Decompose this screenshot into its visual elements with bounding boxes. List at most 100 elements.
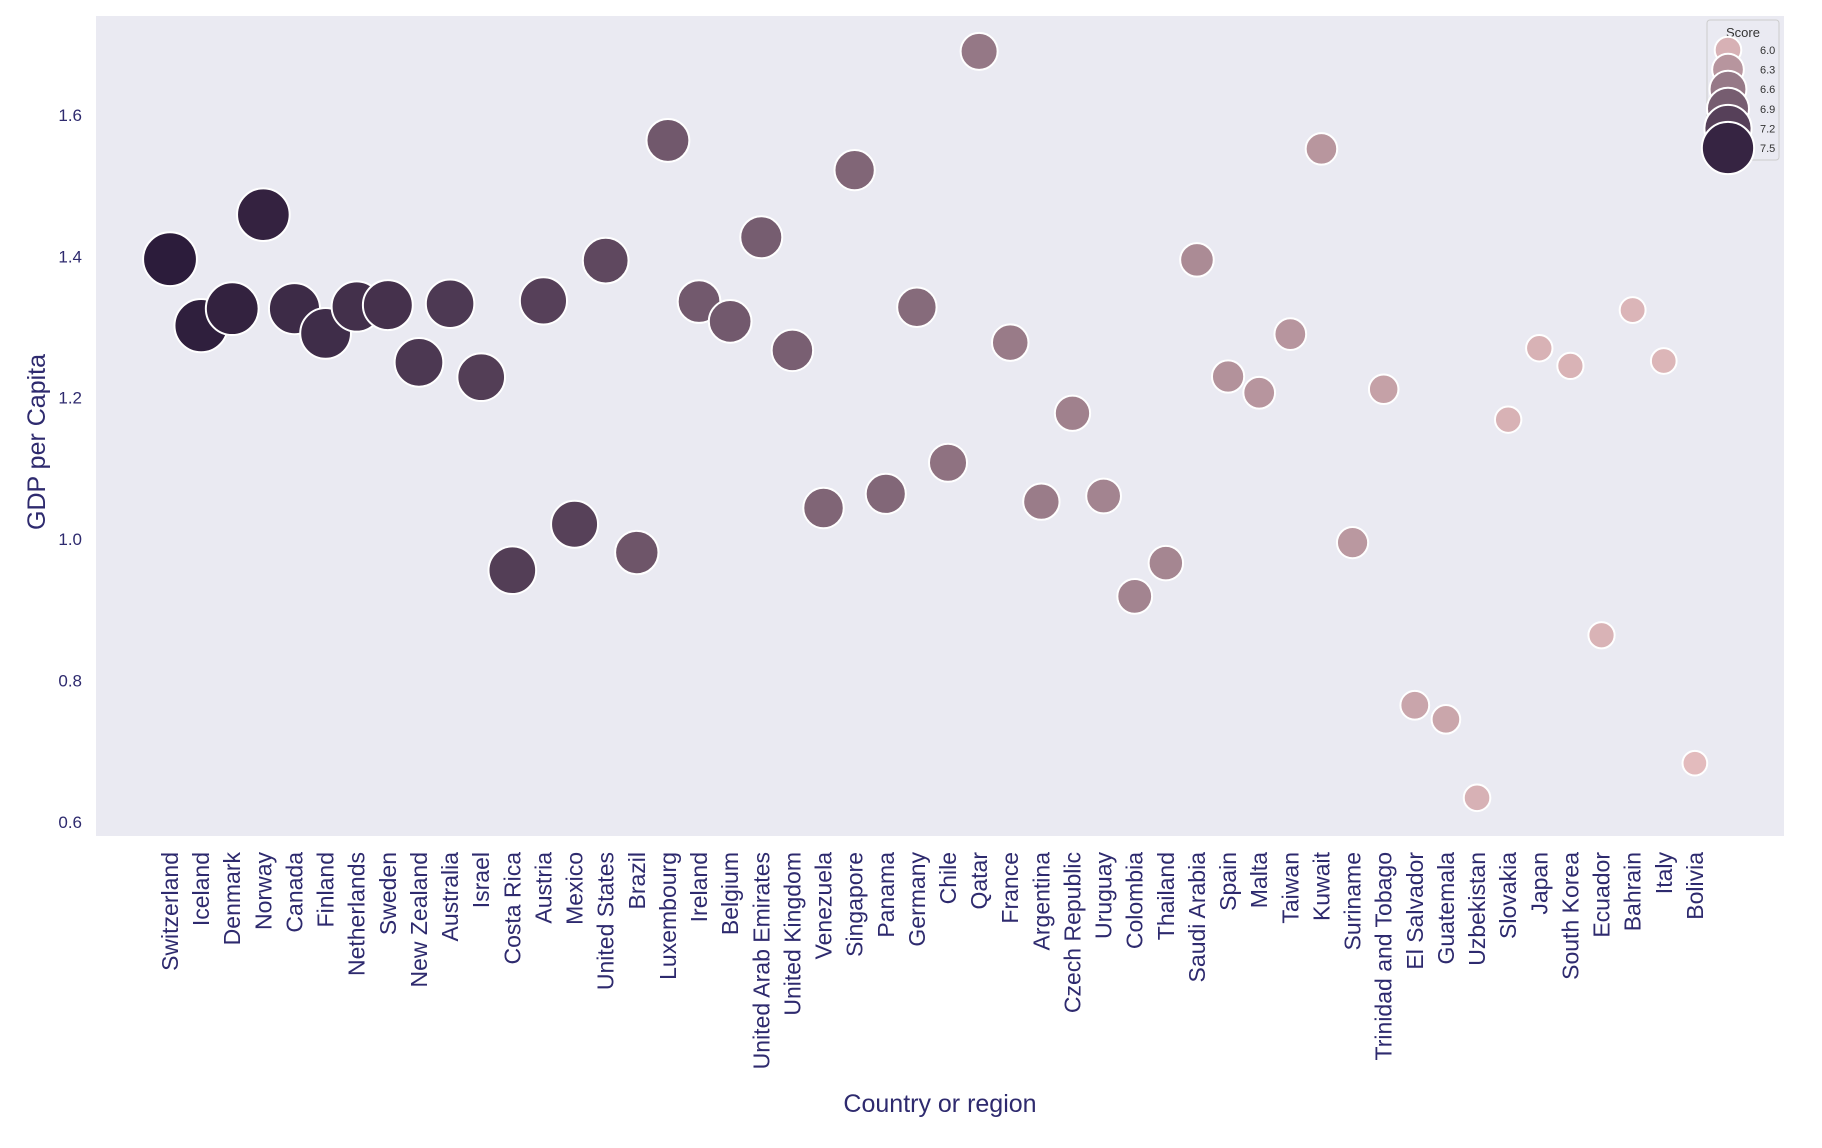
x-tick-label: United Kingdom <box>779 852 805 1016</box>
point-austria <box>518 276 569 326</box>
points-layer <box>142 31 1709 813</box>
x-tick-label: Guatemala <box>1433 852 1459 965</box>
point-uruguay <box>1085 477 1122 515</box>
x-tick-label: Brazil <box>624 852 650 910</box>
x-tick-label: Denmark <box>219 852 245 946</box>
x-tick-label: Qatar <box>966 852 992 910</box>
x-tick-label: Spain <box>1215 852 1241 911</box>
legend-label: 6.3 <box>1760 65 1775 77</box>
point-france <box>990 323 1030 362</box>
point-united-kingdom <box>770 328 815 373</box>
x-tick-label: Saudi Arabia <box>1184 852 1210 983</box>
point-slovakia <box>1493 405 1523 434</box>
legend-label: 6.9 <box>1760 104 1775 116</box>
point-malta <box>1242 375 1277 410</box>
x-tick-label: Argentina <box>1028 852 1054 951</box>
point-belgium <box>707 299 753 344</box>
point-panama <box>864 472 907 515</box>
point-bolivia <box>1681 749 1709 777</box>
point-italy <box>1649 347 1678 375</box>
point-czech-republic <box>1053 394 1092 432</box>
point-united-arab-emirates <box>739 215 784 260</box>
x-tick-label: Colombia <box>1122 852 1148 949</box>
x-tick-label: Iceland <box>188 852 214 926</box>
x-tick-label: Bahrain <box>1620 852 1646 931</box>
x-tick-label: Switzerland <box>157 852 183 971</box>
x-tick-label: New Zealand <box>406 852 432 988</box>
x-tick-label: Finland <box>313 852 339 927</box>
point-spain <box>1210 359 1246 394</box>
point-costa-rica <box>487 545 538 596</box>
x-tick-label: France <box>997 852 1023 924</box>
point-chile <box>927 442 969 483</box>
legend-entries: 6.0 6.3 6.6 6.9 7.2 7.5 <box>1700 35 1775 176</box>
x-tick-label: Uruguay <box>1091 852 1117 939</box>
legend-label: 7.2 <box>1760 123 1775 135</box>
x-tick-label: Trinidad and Tobago <box>1371 852 1397 1060</box>
y-tick-label: 1.0 <box>58 530 82 549</box>
point-bahrain <box>1618 296 1647 325</box>
legend-label: 7.5 <box>1760 143 1775 155</box>
point-guatemala <box>1430 704 1462 735</box>
x-tick-label: Czech Republic <box>1059 852 1085 1013</box>
x-tick-label: Canada <box>281 852 307 933</box>
x-tick-label: Bolivia <box>1682 852 1708 920</box>
x-tick-label: Israel <box>468 852 494 908</box>
x-tick-label: Austria <box>530 852 556 924</box>
y-tick-label: 1.4 <box>58 247 82 266</box>
point-south-korea <box>1556 351 1585 381</box>
point-colombia <box>1116 577 1154 615</box>
x-tick-label: Suriname <box>1340 852 1366 950</box>
point-australia <box>424 278 476 329</box>
point-switzerland <box>142 231 198 288</box>
x-tick-label: Thailand <box>1153 852 1179 940</box>
point-luxembourg <box>645 117 691 163</box>
x-axis-title: Country or region <box>843 1090 1036 1118</box>
x-tick-label: Sweden <box>375 852 401 935</box>
x-tick-label: Costa Rica <box>499 852 525 965</box>
y-tick-label: 1.2 <box>58 389 82 408</box>
point-suriname <box>1335 526 1370 560</box>
point-singapore <box>833 148 876 192</box>
legend-label: 6.0 <box>1760 45 1775 57</box>
point-trinidad-and-tobago <box>1367 373 1400 405</box>
point-kuwait <box>1304 132 1339 166</box>
point-thailand <box>1147 544 1185 582</box>
x-tick-label: Netherlands <box>344 852 370 976</box>
x-ticks: Switzerland Iceland Denmark Norway Canada Fin… <box>157 851 1708 1069</box>
x-tick-label: Singapore <box>842 852 868 957</box>
x-tick-label: Australia <box>437 852 463 942</box>
legend-marker <box>1700 120 1756 176</box>
x-tick-label: Norway <box>250 852 276 930</box>
x-tick-label: Germany <box>904 852 930 947</box>
point-japan <box>1525 334 1554 363</box>
point-norway <box>236 187 291 242</box>
x-tick-label: Panama <box>873 852 899 938</box>
x-tick-label: United States <box>593 852 619 990</box>
x-tick-label: Kuwait <box>1308 851 1334 921</box>
y-ticks: 0.6 0.8 1.0 1.2 1.4 1.6 <box>58 106 82 832</box>
x-tick-label: Mexico <box>562 852 588 925</box>
legend-label: 6.6 <box>1760 84 1775 96</box>
plot-background <box>96 16 1784 836</box>
x-tick-label: Luxembourg <box>655 852 681 980</box>
x-tick-label: Uzbekistan <box>1464 852 1490 966</box>
x-tick-label: Belgium <box>717 852 743 935</box>
y-axis-title: GDP per Capita <box>23 354 51 530</box>
point-sweden <box>361 279 414 332</box>
point-saudi-arabia <box>1179 242 1215 278</box>
x-tick-label: South Korea <box>1557 852 1583 980</box>
x-tick-label: Chile <box>935 852 961 904</box>
point-taiwan <box>1273 317 1308 351</box>
x-tick-label: Japan <box>1526 852 1552 915</box>
x-tick-label: El Salvador <box>1402 852 1428 970</box>
point-germany <box>896 286 938 328</box>
y-tick-label: 0.8 <box>58 671 82 690</box>
x-tick-label: Ecuador <box>1589 852 1615 938</box>
x-tick-label: Italy <box>1651 852 1677 895</box>
point-denmark <box>204 281 260 337</box>
x-tick-label: Taiwan <box>1277 852 1303 924</box>
point-brazil <box>614 529 660 576</box>
x-tick-label: Ireland <box>686 852 712 922</box>
